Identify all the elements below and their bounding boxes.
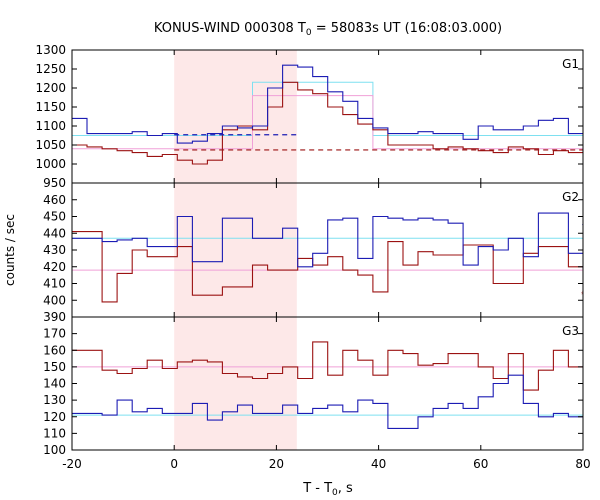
panel-label-g2: G2: [562, 190, 579, 204]
x-tick-label: 80: [575, 457, 590, 471]
y-tick-label: 460: [43, 193, 66, 207]
y-tick-label: 1000: [35, 157, 66, 171]
panel-label-g1: G1: [562, 57, 579, 71]
panel-frame-g1: [71, 49, 584, 184]
x-tick-label: 0: [170, 457, 178, 471]
series-g1-blue: [72, 64, 583, 144]
x-tick-label: 60: [473, 457, 488, 471]
y-tick-label: 150: [43, 360, 66, 374]
x-tick-label: -20: [62, 457, 82, 471]
y-tick-label: 1100: [35, 119, 66, 133]
plot-area: 9501000105011001150120012501300G13904004…: [35, 43, 590, 471]
y-tick-label: 390: [43, 310, 66, 324]
y-tick-label: 950: [43, 176, 66, 190]
y-tick-label: 1050: [35, 138, 66, 152]
y-tick-label: 1150: [35, 100, 66, 114]
series-g2-blue: [72, 212, 583, 268]
series-g3-blue: [72, 374, 583, 429]
y-tick-label: 420: [43, 260, 66, 274]
y-tick-label: 120: [43, 410, 66, 424]
y-tick-label: 110: [43, 426, 66, 440]
y-tick-label: 140: [43, 377, 66, 391]
y-tick-label: 430: [43, 243, 66, 257]
y-tick-label: 450: [43, 210, 66, 224]
y-tick-label: 440: [43, 226, 66, 240]
series-g1-cyan: [72, 81, 583, 136]
y-axis-label: counts / sec: [3, 214, 17, 286]
y-tick-label: 160: [43, 343, 66, 357]
x-tick-label: 20: [269, 457, 284, 471]
y-tick-label: 1200: [35, 81, 66, 95]
series-g1-red: [72, 81, 583, 165]
panel-label-g3: G3: [562, 324, 579, 338]
highlight-interval: [174, 50, 297, 450]
y-tick-label: 400: [43, 293, 66, 307]
series-g3-red: [72, 341, 583, 391]
y-tick-label: 1250: [35, 62, 66, 76]
x-tick-label: 40: [371, 457, 386, 471]
y-tick-label: 170: [43, 327, 66, 341]
y-tick-label: 130: [43, 393, 66, 407]
series-g1-pink: [72, 95, 583, 150]
y-tick-label: 100: [43, 443, 66, 457]
chart-title: KONUS-WIND 000308 T0 = 58083s UT (16:08:…: [154, 21, 502, 38]
y-tick-label: 1300: [35, 43, 66, 57]
series-g2-red: [72, 231, 583, 303]
x-axis-label: T - T0, s: [302, 481, 353, 498]
y-tick-label: 410: [43, 277, 66, 291]
